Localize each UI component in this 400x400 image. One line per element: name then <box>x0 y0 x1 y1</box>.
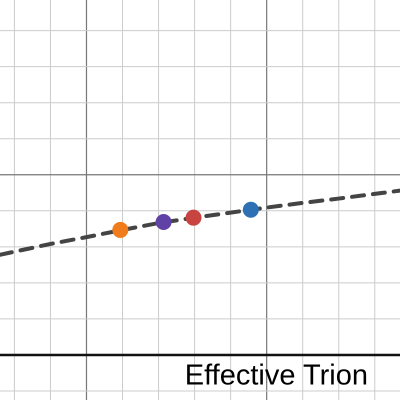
point <box>155 213 172 230</box>
curve-label: Effective Trion <box>185 360 368 392</box>
point <box>242 201 259 218</box>
point <box>185 209 202 226</box>
point <box>112 221 129 238</box>
dashed-curve <box>0 188 400 257</box>
plot <box>0 188 400 257</box>
